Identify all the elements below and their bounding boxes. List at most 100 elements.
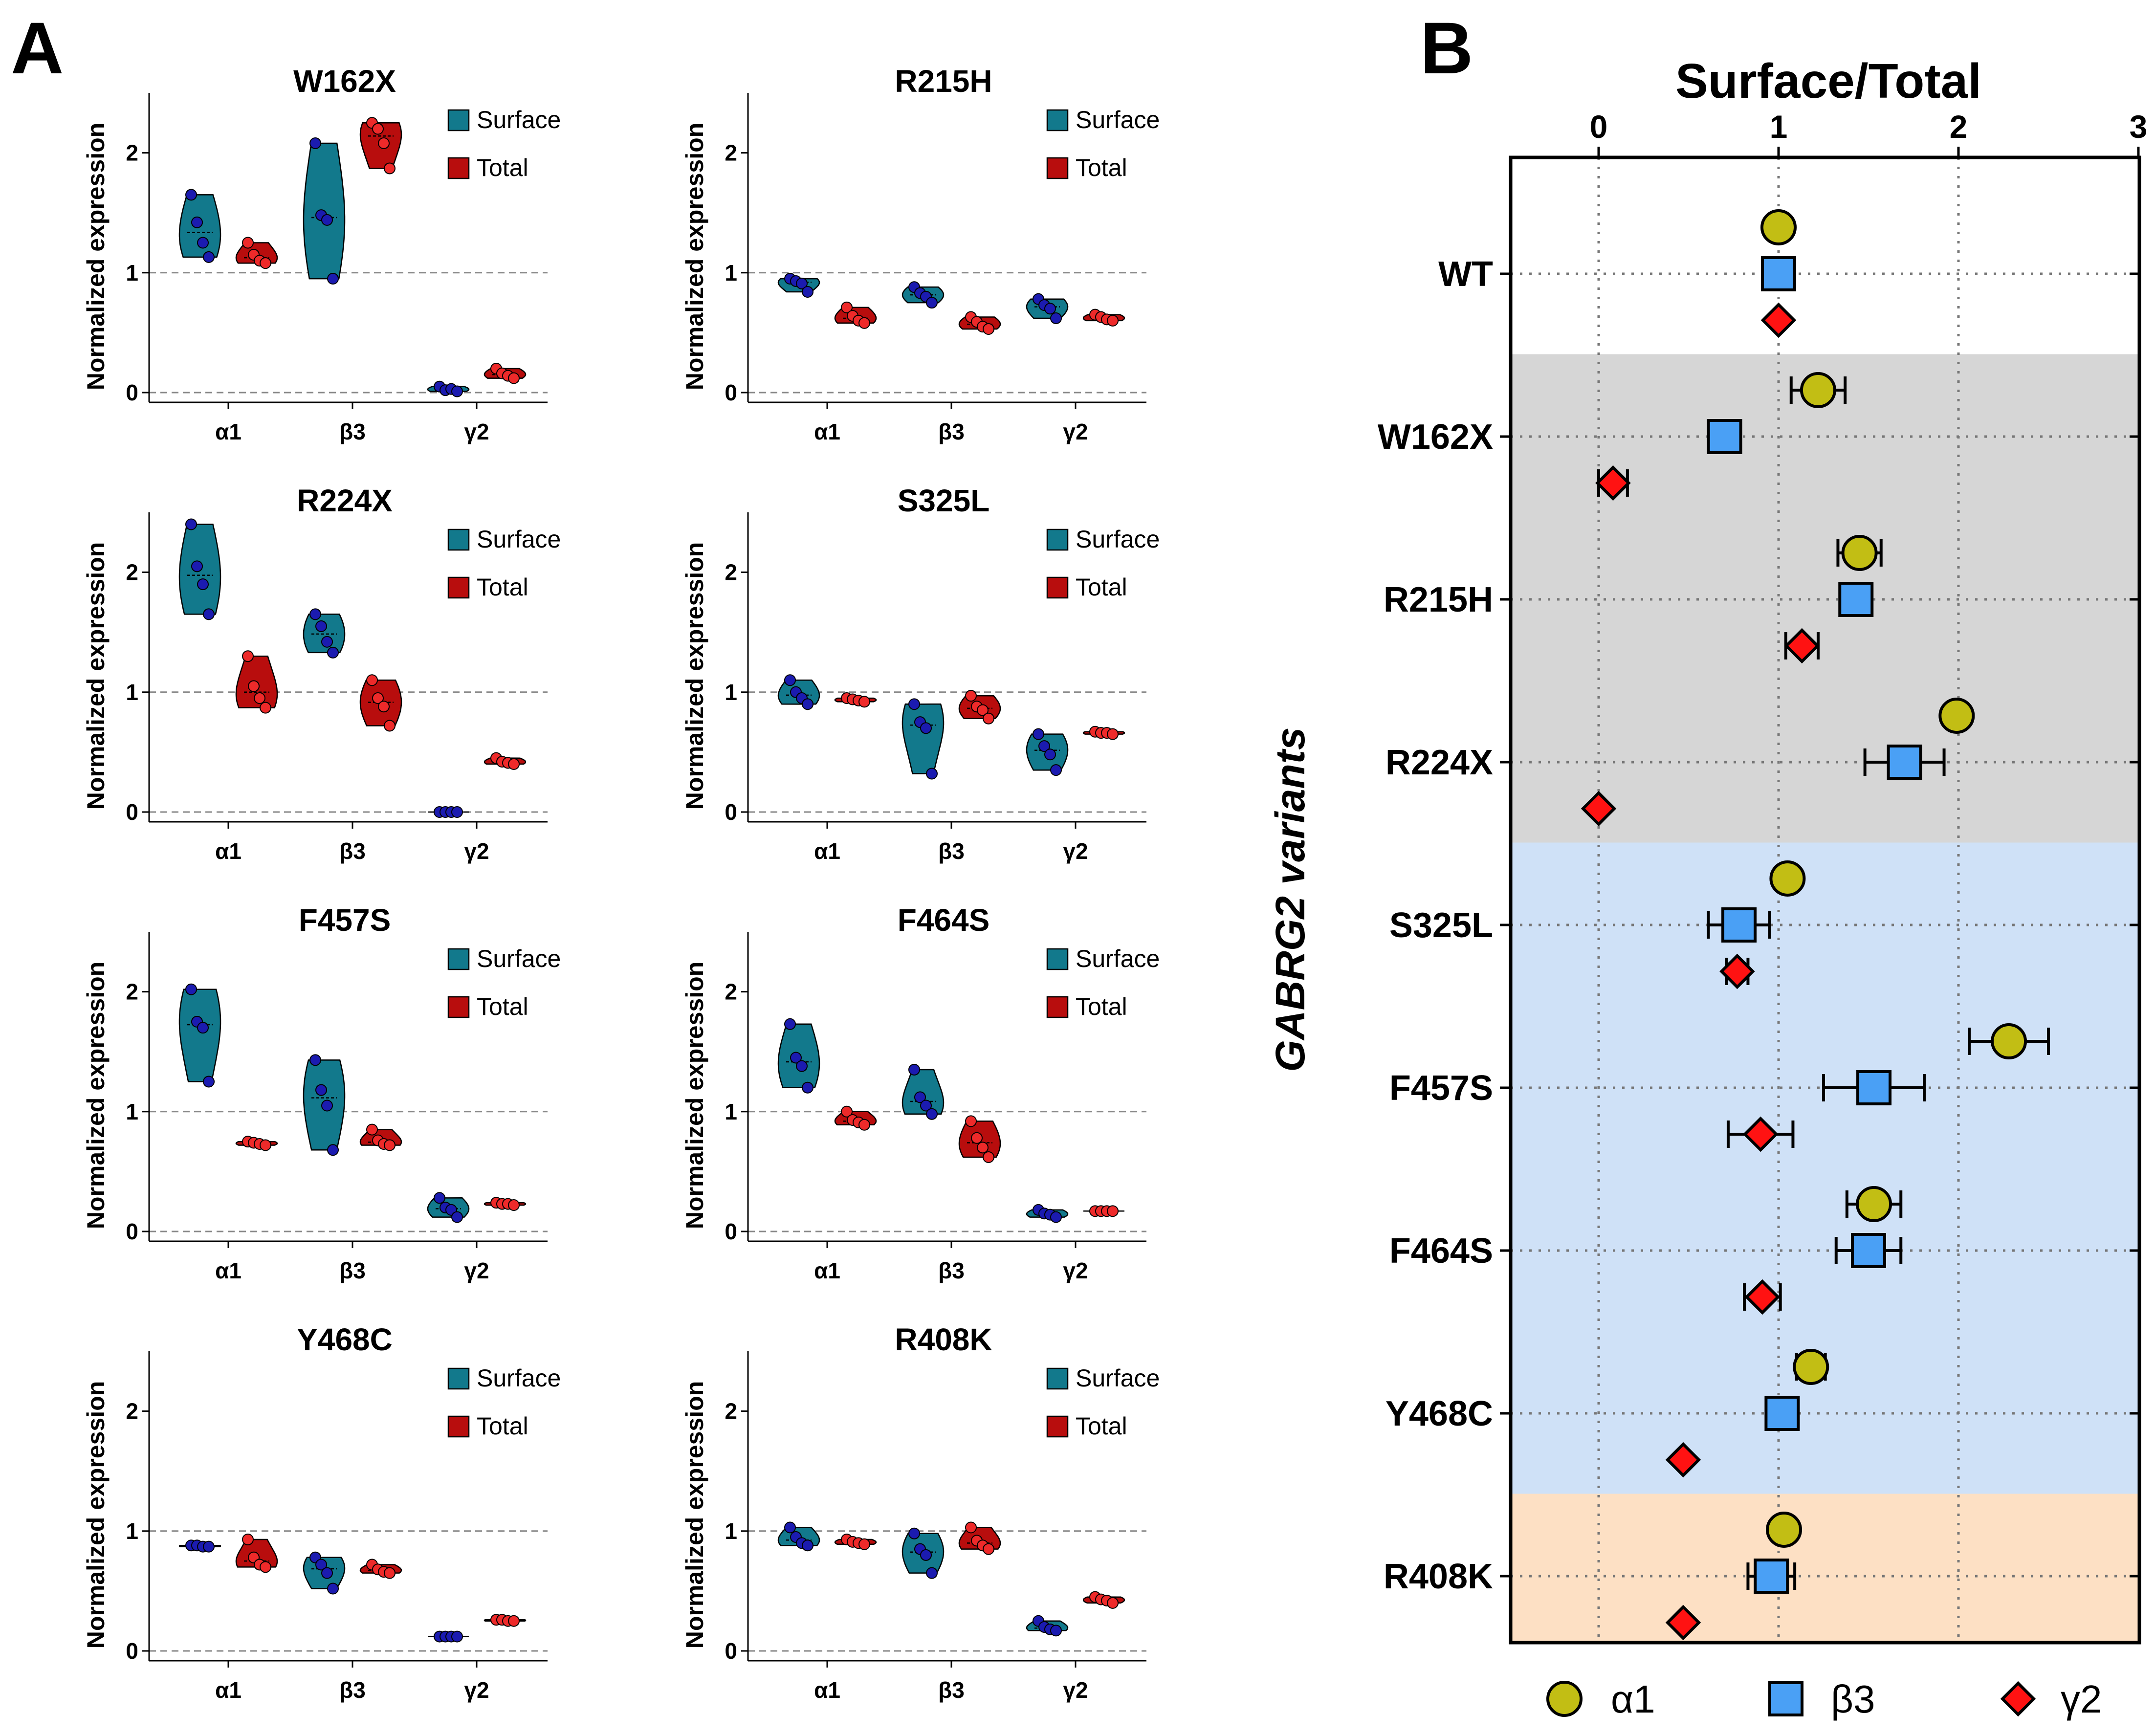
marker-gamma2: [1581, 791, 1617, 827]
legend-gamma2-label: γ2: [2061, 1677, 2102, 1721]
legend-surface-swatch: [447, 1367, 470, 1390]
variant-label: F464S: [1389, 1231, 1493, 1271]
x-tick-label: α1: [814, 1258, 840, 1283]
y-tick-label: 1: [725, 1099, 737, 1124]
data-point-total: [260, 702, 271, 714]
marker-beta3: [1707, 419, 1742, 454]
panel-label-a: A: [11, 7, 64, 89]
data-point-total: [508, 758, 520, 770]
data-point-surface: [920, 722, 932, 734]
y-tick-label: 0: [126, 1219, 138, 1244]
marker-gamma2: [1719, 953, 1755, 989]
shade-band-orange: [1511, 1494, 2139, 1643]
data-point-surface: [784, 674, 796, 686]
data-point-surface: [203, 251, 215, 263]
data-point-total: [965, 690, 977, 702]
data-point-surface: [185, 518, 197, 530]
data-point-total: [508, 1199, 520, 1211]
violin-chart-S325L: S325L Normalized expression 0 1 2 α1 β3 γ2 Surfa…: [681, 483, 1160, 864]
marker-alpha1: [1841, 535, 1878, 571]
data-point-surface: [802, 286, 814, 298]
x-tick-label: β3: [938, 1258, 965, 1283]
data-point-surface: [1050, 1625, 1062, 1637]
legend-total-label: Total: [1076, 1412, 1127, 1440]
y-tick-label: 0: [126, 1638, 138, 1664]
marker-gamma2: [1595, 465, 1631, 501]
legend-gamma2-marker: [2000, 1681, 2036, 1717]
marker-alpha1: [1938, 698, 1975, 734]
y-tick-label: 1: [725, 260, 737, 286]
legend-surface-label: Surface: [1076, 106, 1160, 133]
y-tick-label: 2: [126, 560, 138, 585]
variant-label: R408K: [1384, 1557, 1493, 1596]
y-axis-label: Normalized expression: [681, 542, 708, 810]
legend-surface-swatch: [1046, 109, 1069, 132]
y-tick-label: 1: [725, 1518, 737, 1544]
data-point-surface: [451, 1211, 463, 1223]
y-tick-label: 0: [126, 380, 138, 405]
chart-title: Y468C: [297, 1322, 393, 1357]
data-point-surface: [315, 1084, 327, 1096]
y-tick-label: 0: [126, 799, 138, 825]
data-point-surface: [784, 1521, 796, 1534]
data-point-total: [1107, 728, 1119, 740]
data-point-surface: [914, 1091, 926, 1103]
x-tick-label: γ2: [1063, 838, 1088, 864]
violin-chart-F464S: F464S Normalized expression 0 1 2 α1 β3 γ2 Surfa…: [681, 902, 1160, 1283]
x-tick-label: α1: [215, 838, 242, 864]
data-point-total: [971, 1132, 983, 1144]
data-point-total: [841, 301, 853, 313]
data-point-surface: [203, 1076, 215, 1088]
data-point-surface: [908, 1527, 920, 1539]
legend-alpha1-label: α1: [1611, 1677, 1655, 1721]
legend-total-label: Total: [1076, 573, 1127, 601]
chart-title: R224X: [297, 483, 393, 518]
data-point-total: [858, 1119, 870, 1131]
data-point-total: [260, 257, 271, 269]
data-point-total: [965, 1521, 977, 1534]
data-point-surface: [315, 620, 327, 632]
y-tick-label: 2: [725, 140, 737, 166]
marker-alpha1: [1769, 860, 1806, 897]
legend-total-label: Total: [1076, 993, 1127, 1020]
y-axis-label: Normalized expression: [82, 962, 110, 1229]
x-tick-label: α1: [215, 1677, 242, 1703]
x-tick-label: γ2: [464, 419, 489, 444]
y-tick-label: 0: [725, 380, 737, 405]
data-point-surface: [926, 1108, 938, 1120]
data-point-surface: [920, 1549, 932, 1561]
data-point-total: [977, 704, 989, 716]
data-point-total: [858, 696, 870, 708]
data-point-total: [508, 1615, 520, 1627]
shade-band-blue: [1511, 842, 2139, 1494]
y-tick-label: 1: [126, 680, 138, 705]
marker-alpha1: [1856, 1186, 1892, 1222]
legend-beta3-marker: [1768, 1681, 1803, 1716]
chart-title: W162X: [293, 64, 396, 99]
chart-title: Surface/Total: [1675, 54, 1981, 109]
marker-alpha1: [1800, 372, 1836, 408]
marker-beta3: [1856, 1070, 1892, 1105]
variant-label: Y468C: [1385, 1394, 1493, 1433]
marker-beta3: [1764, 1396, 1800, 1431]
data-point-surface: [1044, 303, 1056, 315]
legend-surface-label: Surface: [1076, 945, 1160, 972]
data-point-total: [384, 162, 396, 175]
marker-beta3: [1851, 1233, 1886, 1268]
legend-total-label: Total: [1076, 154, 1127, 181]
data-point-surface: [203, 608, 215, 620]
data-point-surface: [1044, 748, 1056, 761]
violin-surface: [902, 703, 945, 774]
data-point-surface: [309, 137, 321, 149]
legend-total-label: Total: [477, 154, 528, 181]
legend-surface-label: Surface: [477, 1364, 561, 1392]
y-tick-label: 0: [725, 1638, 737, 1664]
marker-gamma2: [1742, 1116, 1779, 1152]
data-point-surface: [926, 1567, 938, 1579]
y-tick-label: 1: [126, 1099, 138, 1124]
y-axis-label: Normalized expression: [681, 123, 708, 390]
data-point-surface: [796, 277, 808, 289]
x-tick-label: β3: [938, 1677, 965, 1703]
violin-chart-F457S: F457S Normalized expression 0 1 2 α1 β3 γ2 Surfa…: [82, 902, 561, 1283]
y-tick-label: 1: [725, 680, 737, 705]
